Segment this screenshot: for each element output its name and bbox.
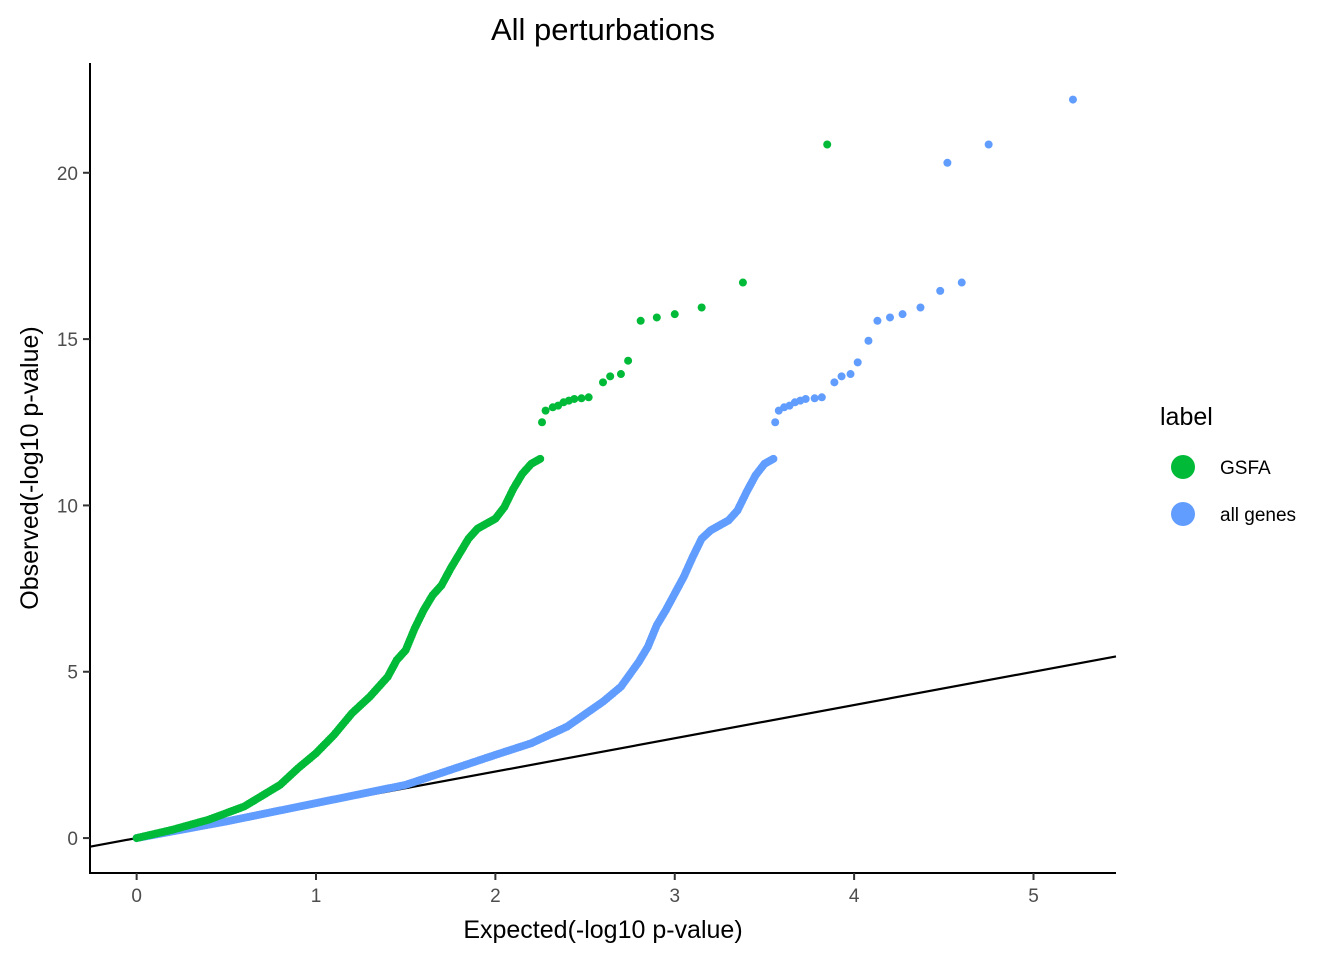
data-point — [541, 406, 550, 415]
data-point — [536, 454, 545, 463]
data-point — [584, 393, 593, 402]
y-tick-label: 15 — [57, 330, 78, 351]
series-all-genes — [132, 95, 1077, 843]
data-point — [830, 378, 839, 387]
legend-key — [1171, 455, 1195, 479]
chart-title: All perturbations — [491, 12, 715, 47]
data-point — [570, 394, 579, 403]
y-tick-label: 20 — [57, 164, 78, 185]
plot-area — [89, 95, 1117, 848]
y-tick-label: 5 — [67, 663, 78, 684]
data-point — [670, 310, 679, 319]
x-tick-label: 5 — [1028, 886, 1039, 907]
data-point — [616, 370, 625, 379]
x-tick-label: 4 — [849, 886, 860, 907]
data-point — [873, 316, 882, 325]
data-point — [898, 310, 907, 319]
data-point — [916, 303, 925, 312]
data-point — [885, 313, 894, 322]
data-point — [943, 158, 952, 167]
y-tick-label: 10 — [57, 496, 78, 517]
data-point — [853, 358, 862, 367]
data-point — [769, 454, 778, 463]
data-point — [738, 278, 747, 287]
data-point — [652, 313, 661, 322]
x-axis-title: Expected(-log10 p-value) — [463, 916, 742, 944]
x-tick-label: 2 — [490, 886, 501, 907]
data-point — [801, 394, 810, 403]
data-point — [936, 286, 945, 295]
x-tick-label: 1 — [311, 886, 322, 907]
data-point — [624, 356, 633, 365]
data-point — [1068, 95, 1077, 104]
legend-title: label — [1160, 403, 1213, 431]
data-point — [577, 394, 586, 403]
legend-label: GSFA — [1220, 458, 1271, 479]
legend-label: all genes — [1220, 505, 1296, 526]
data-point — [636, 316, 645, 325]
data-point — [697, 303, 706, 312]
legend-key — [1171, 502, 1195, 526]
data-point — [606, 372, 615, 381]
data-point — [538, 418, 547, 427]
data-point — [984, 140, 993, 149]
data-point — [817, 393, 826, 402]
legend: label GSFA all genes — [1160, 403, 1296, 526]
data-point — [846, 370, 855, 379]
data-point — [837, 372, 846, 381]
y-tick-label: 0 — [67, 829, 78, 850]
data-point — [599, 378, 607, 387]
y-axis-title: Observed(-log10 p-value) — [16, 326, 44, 609]
data-point — [810, 394, 819, 403]
series-gsfa — [132, 140, 832, 843]
data-point — [771, 418, 780, 427]
data-point — [957, 278, 966, 287]
x-axis-ticks: 0 1 2 3 4 5 — [131, 873, 1039, 907]
data-point — [823, 140, 832, 149]
y-axis-ticks: 0 5 10 15 20 — [57, 164, 90, 850]
x-tick-label: 3 — [669, 886, 680, 907]
x-tick-label: 0 — [131, 886, 142, 907]
data-point — [864, 336, 873, 345]
